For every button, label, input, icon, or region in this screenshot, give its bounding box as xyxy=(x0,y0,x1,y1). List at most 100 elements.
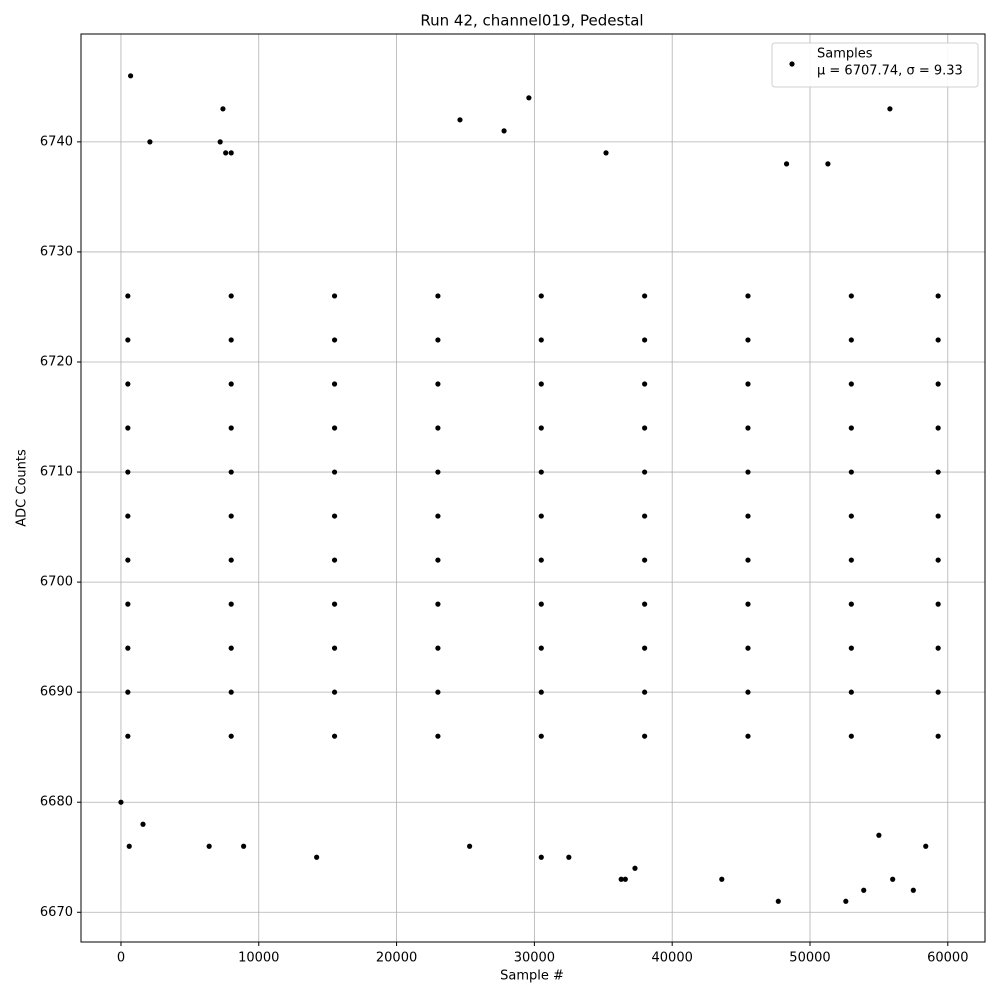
legend-note: μ = 6707.74, σ = 9.33 xyxy=(817,64,963,79)
point xyxy=(125,381,131,387)
point xyxy=(890,876,896,882)
point xyxy=(745,337,751,343)
point xyxy=(876,832,882,838)
point xyxy=(848,689,854,695)
point xyxy=(331,513,338,519)
point xyxy=(125,469,131,475)
x-axis-label: Sample # xyxy=(500,969,564,984)
point xyxy=(228,601,234,607)
point xyxy=(538,513,544,519)
point xyxy=(566,854,572,860)
point xyxy=(935,293,941,299)
point xyxy=(935,469,941,475)
point xyxy=(642,337,648,343)
y-tick-label: 6700 xyxy=(40,575,73,590)
point xyxy=(435,601,441,607)
point xyxy=(848,557,854,563)
point xyxy=(128,73,134,79)
point xyxy=(935,645,941,651)
point xyxy=(125,601,131,607)
point xyxy=(745,425,751,431)
point xyxy=(125,513,131,519)
point xyxy=(935,733,941,739)
point xyxy=(603,150,609,156)
point xyxy=(719,876,725,882)
point xyxy=(228,425,234,431)
x-tick-label: 10000 xyxy=(238,951,279,966)
point xyxy=(622,876,628,882)
point xyxy=(538,689,544,695)
point xyxy=(467,843,473,849)
point xyxy=(935,513,941,519)
point xyxy=(435,645,441,651)
point xyxy=(435,557,441,563)
point xyxy=(125,733,131,739)
point xyxy=(848,469,854,475)
point xyxy=(206,843,212,849)
point xyxy=(501,128,507,134)
chart-title: Run 42, channel019, Pedestal xyxy=(420,12,643,30)
point xyxy=(745,469,751,475)
x-tick-label: 60000 xyxy=(927,951,968,966)
point xyxy=(745,645,751,651)
point xyxy=(228,645,234,651)
point xyxy=(745,557,751,563)
point xyxy=(538,469,544,475)
point xyxy=(935,601,941,607)
y-tick-label: 6720 xyxy=(40,354,73,369)
y-tick-label: 6690 xyxy=(40,685,73,700)
point xyxy=(935,557,941,563)
point xyxy=(220,106,226,112)
point xyxy=(923,843,929,849)
point xyxy=(887,106,893,112)
point xyxy=(538,601,544,607)
point xyxy=(642,557,648,563)
point xyxy=(745,381,751,387)
point xyxy=(126,843,132,849)
point xyxy=(825,161,831,167)
point xyxy=(435,469,441,475)
point xyxy=(538,381,544,387)
point xyxy=(538,293,544,299)
point xyxy=(848,425,854,431)
point xyxy=(848,733,854,739)
point xyxy=(848,293,854,299)
plot-frame xyxy=(80,33,986,943)
x-tick-label: 20000 xyxy=(376,951,417,966)
y-tick-label: 6670 xyxy=(40,905,73,920)
point xyxy=(331,689,338,695)
x-tick-label: 0 xyxy=(117,951,125,966)
point xyxy=(435,513,441,519)
x-tick-label: 50000 xyxy=(789,951,830,966)
point xyxy=(435,425,441,431)
point xyxy=(228,381,234,387)
y-tick-label: 6680 xyxy=(40,795,73,810)
point xyxy=(935,381,941,387)
point xyxy=(228,689,234,695)
point xyxy=(775,898,781,904)
point xyxy=(538,645,544,651)
point xyxy=(745,293,751,299)
point xyxy=(538,337,544,343)
point xyxy=(228,557,234,563)
point xyxy=(745,733,751,739)
point xyxy=(642,601,648,607)
point xyxy=(331,469,338,475)
point xyxy=(642,733,648,739)
point xyxy=(642,689,648,695)
point xyxy=(642,293,648,299)
point xyxy=(228,469,234,475)
point xyxy=(848,513,854,519)
point xyxy=(217,139,223,145)
point xyxy=(642,645,648,651)
point xyxy=(241,843,247,849)
point xyxy=(228,513,234,519)
point xyxy=(147,139,153,145)
point xyxy=(314,854,320,860)
point xyxy=(861,887,867,893)
point xyxy=(435,337,441,343)
point xyxy=(331,601,338,607)
point xyxy=(435,733,441,739)
point xyxy=(331,557,338,563)
point xyxy=(526,95,532,101)
